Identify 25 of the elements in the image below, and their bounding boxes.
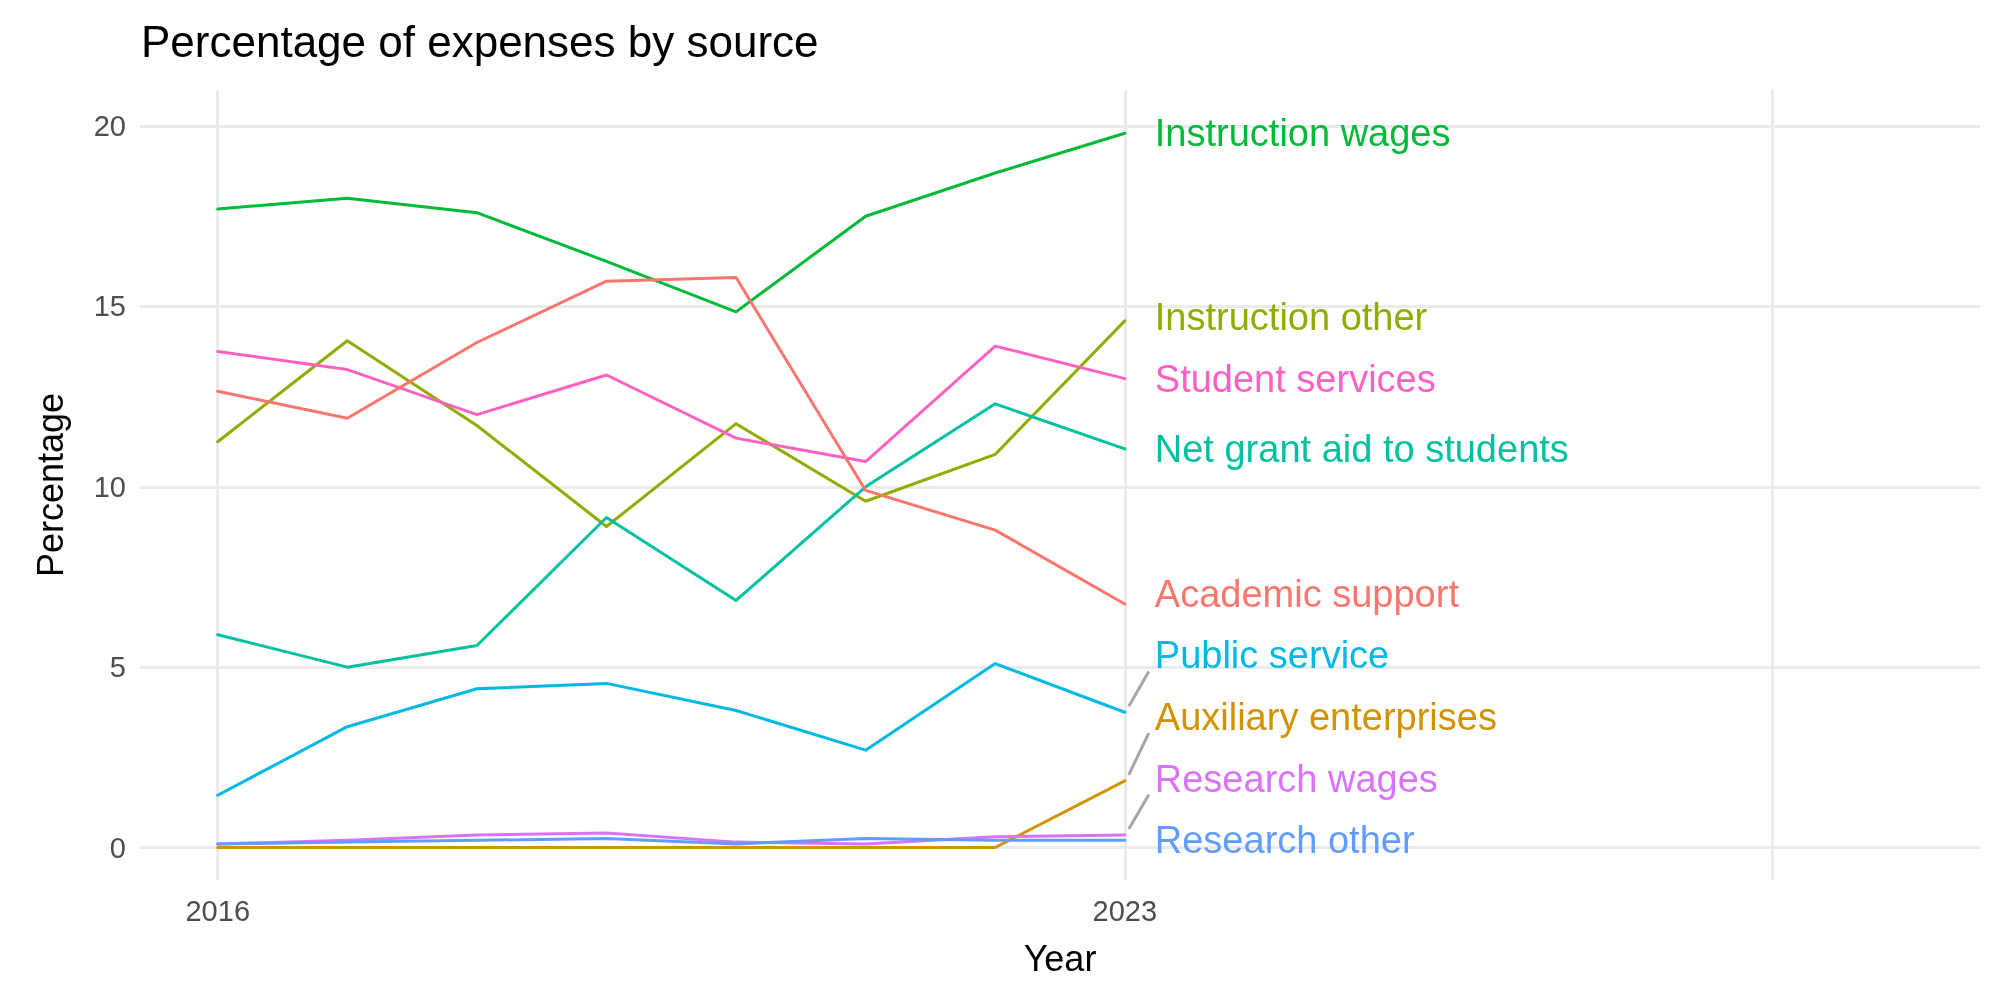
y-tick-label: 15 xyxy=(93,290,126,323)
y-tick-label: 10 xyxy=(93,470,126,503)
x-axis-title: Year xyxy=(1023,937,1097,979)
line-series xyxy=(216,131,1127,314)
chart-title: Percentage of expenses by source xyxy=(141,16,819,66)
y-axis-title: Percentage xyxy=(29,392,71,578)
series-label: Student services xyxy=(1154,357,1436,400)
series-label: Instruction wages xyxy=(1154,112,1451,155)
line-series xyxy=(216,344,1127,464)
line-series xyxy=(216,662,1127,797)
series-label: Research other xyxy=(1154,819,1415,862)
y-tick-label: 0 xyxy=(109,831,126,864)
series-label: Net grant aid to students xyxy=(1154,427,1569,470)
series-label: Instruction other xyxy=(1154,295,1428,338)
line-series xyxy=(216,319,1127,528)
series-label: Auxiliary enterprises xyxy=(1154,696,1497,739)
series-label: Public service xyxy=(1154,634,1390,677)
x-tick-label: 2023 xyxy=(1092,894,1158,927)
series-label: Academic support xyxy=(1154,572,1460,615)
line-series xyxy=(216,402,1127,669)
y-tick-label: 20 xyxy=(93,110,126,143)
y-tick-label: 5 xyxy=(109,651,126,684)
x-tick-label: 2016 xyxy=(185,894,250,927)
series-label: Research wages xyxy=(1154,757,1438,800)
line-series xyxy=(216,276,1127,606)
